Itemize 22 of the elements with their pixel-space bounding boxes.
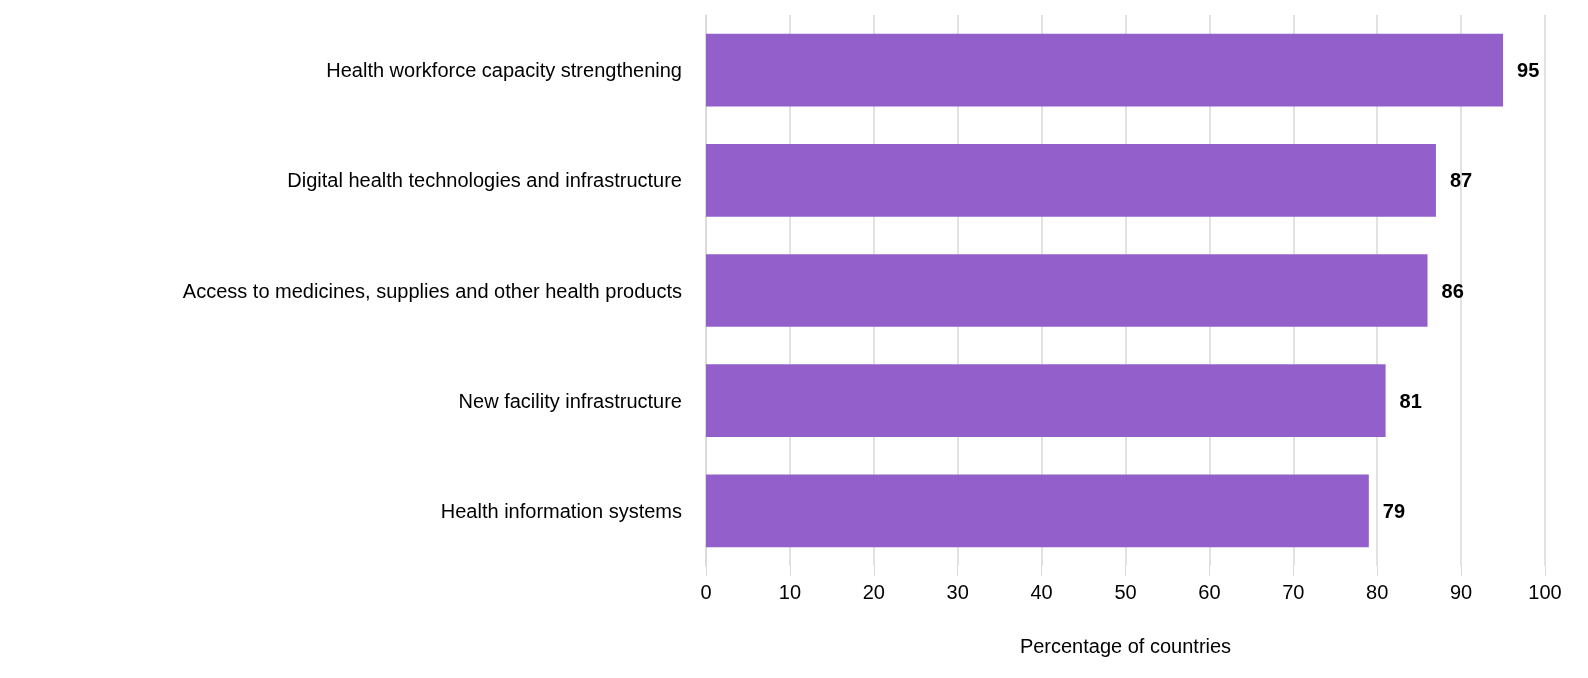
data-label: 86: [1441, 279, 1464, 302]
x-tick-label: 50: [1114, 581, 1137, 603]
data-label: 79: [1382, 499, 1406, 522]
y-tick-label: Digital health technologies and infrastructure: [287, 169, 682, 192]
x-tick-label: 40: [1030, 581, 1053, 603]
y-tick-label: New facility infrastructure: [458, 389, 682, 412]
x-axis-title: Percentage of countries: [1019, 635, 1232, 657]
y-tick-label: Health workforce capacity strengthening: [326, 59, 682, 82]
x-tick-label: 30: [946, 581, 969, 603]
x-tick-label: 90: [1449, 581, 1473, 603]
x-tick-label: 70: [1282, 581, 1305, 603]
x-tick-label: 0: [700, 581, 712, 603]
y-tick-label: Access to medicines, supplies and other health products: [182, 279, 682, 302]
y-tick-label: Health information systems: [440, 499, 682, 522]
data-label: 81: [1399, 389, 1422, 412]
x-tick-label: 20: [862, 581, 885, 603]
x-tick-label: 10: [778, 581, 802, 603]
x-tick-label: 80: [1366, 581, 1389, 603]
x-tick-label: 100: [1528, 581, 1562, 603]
data-label: 95: [1517, 59, 1540, 82]
x-tick-label: 60: [1198, 581, 1221, 603]
data-label: 87: [1449, 169, 1473, 192]
